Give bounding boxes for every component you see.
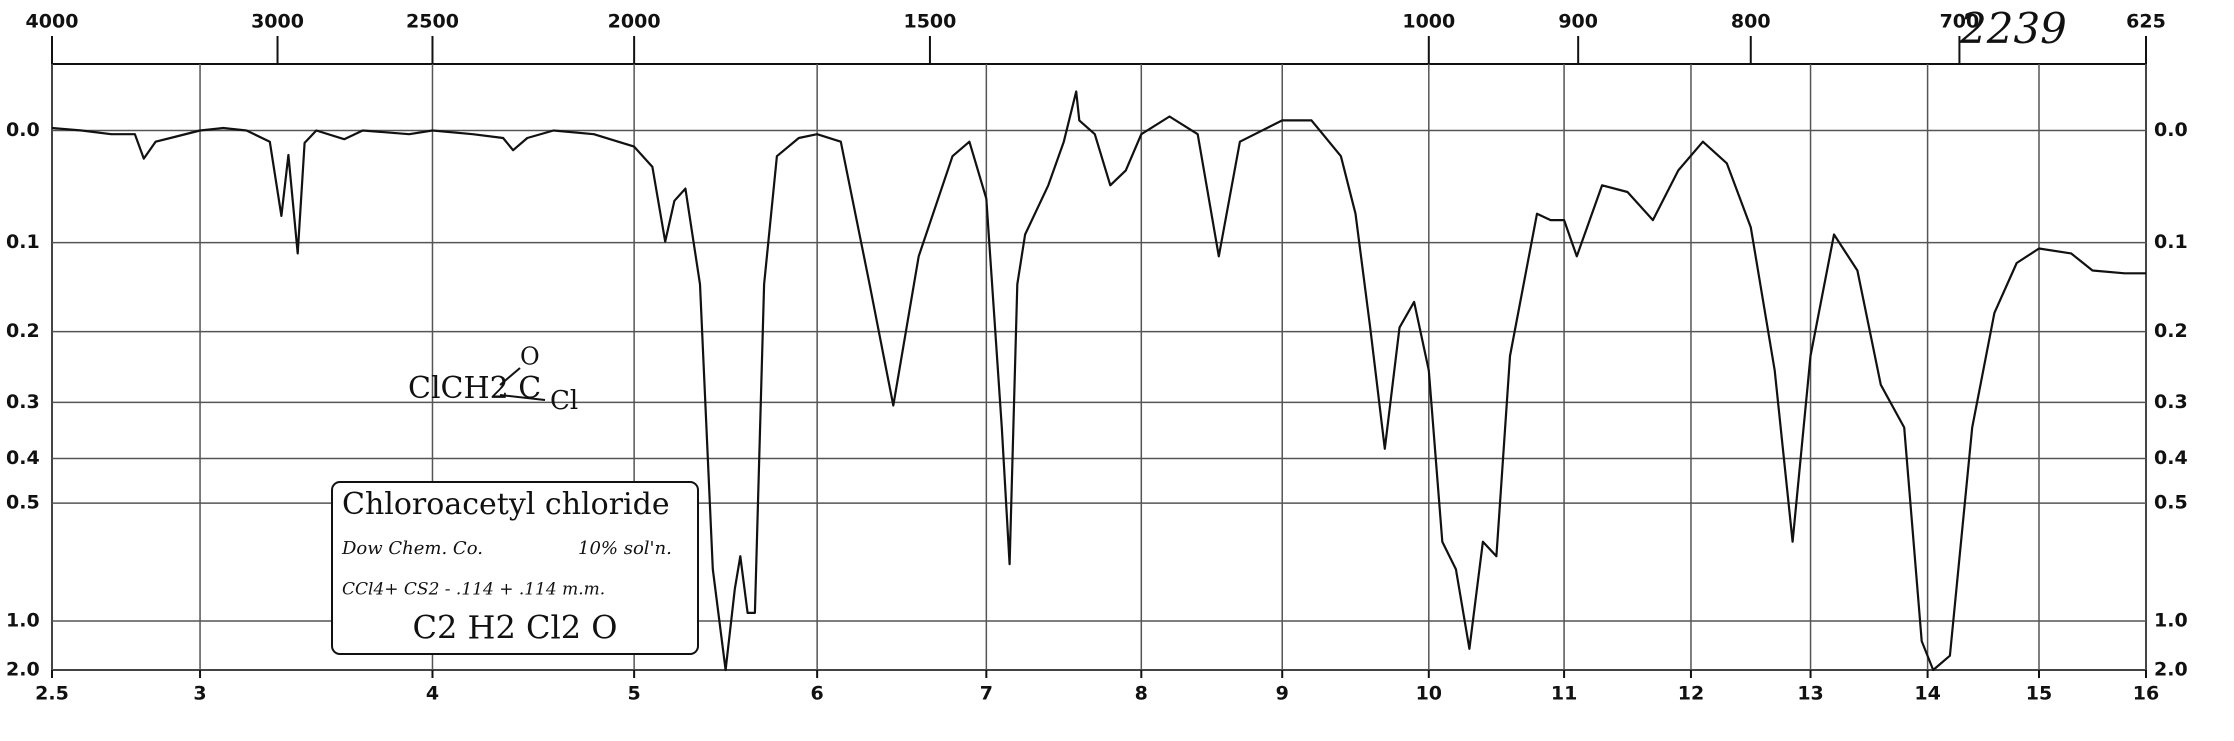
y2-tick-label: 0.4 (2154, 447, 2188, 469)
x2-tick-label: 2000 (608, 11, 661, 33)
x-tick-label: 6 (811, 683, 824, 705)
x2-tick-label: 900 (1558, 11, 1598, 33)
x-tick-label: 9 (1276, 683, 1289, 705)
y-tick-label: 1.0 (6, 609, 40, 631)
y-tick-label: 2.0 (6, 659, 40, 681)
solvent: CCl4+ CS2 - .114 + .114 m.m. (342, 580, 605, 600)
x-tick-label: 12 (1678, 683, 1704, 705)
x-tick-label: 15 (2026, 683, 2052, 705)
y2-tick-label: 0.0 (2154, 119, 2188, 141)
x-tick-label: 2.5 (35, 683, 69, 705)
y2-tick-label: 0.1 (2154, 231, 2188, 253)
structure-chlorine: Cl (550, 386, 578, 416)
x-tick-label: 3 (193, 683, 206, 705)
x2-tick-label: 700 (1940, 11, 1980, 33)
y-tick-label: 0.0 (6, 119, 40, 141)
plot-area: 0.0 0.0 0.1 0.1 0.2 0.2 0.3 0.3 0.4 0.4 0.5 0.5 1.0 1… (6, 11, 2188, 705)
x-tick-label: 8 (1135, 683, 1148, 705)
y2-tick-label: 0.2 (2154, 320, 2188, 342)
x-tick-label: 7 (980, 683, 993, 705)
x-tick-label: 4 (426, 683, 439, 705)
compound-name: Chloroacetyl chloride (342, 487, 670, 522)
x2-tick-label: 800 (1731, 11, 1771, 33)
y2-tick-label: 0.3 (2154, 391, 2188, 413)
label-box (331, 481, 699, 655)
x2-tick-label: 1000 (1402, 11, 1455, 33)
y-tick-label: 0.4 (6, 447, 40, 469)
x-tick-label: 16 (2133, 683, 2159, 705)
x-tick-label: 13 (1797, 683, 1823, 705)
x-tick-label: 14 (1914, 683, 1940, 705)
y2-tick-label: 1.0 (2154, 609, 2188, 631)
x2-tick-label: 3000 (251, 11, 304, 33)
x-tick-label: 11 (1551, 683, 1577, 705)
y2-tick-label: 2.0 (2154, 659, 2188, 681)
sample-number: 2239 (1959, 4, 2067, 53)
y-tick-label: 0.5 (6, 492, 40, 514)
x2-tick-label: 625 (2126, 11, 2166, 33)
x-tick-label: 10 (1416, 683, 1442, 705)
x2-tick-label: 1500 (903, 11, 956, 33)
x-tick-label: 5 (628, 683, 641, 705)
structure-oxygen: O (520, 343, 540, 371)
double-bond (499, 367, 521, 386)
y-tick-label: 0.2 (6, 320, 40, 342)
y-tick-label: 0.3 (6, 391, 40, 413)
x2-tick-label: 2500 (406, 11, 459, 33)
spectrum-line (51, 90, 2146, 672)
structure: ClCH2 C (408, 371, 541, 406)
y2-tick-label: 0.5 (2154, 492, 2188, 514)
x2-tick-label: 4000 (26, 11, 79, 33)
formula: C2 H2 Cl2 O (413, 609, 618, 647)
single-bond (499, 394, 546, 401)
source: Dow Chem. Co. (341, 538, 483, 559)
y-tick-label: 0.1 (6, 231, 40, 253)
concentration: 10% sol'n. (578, 538, 672, 559)
